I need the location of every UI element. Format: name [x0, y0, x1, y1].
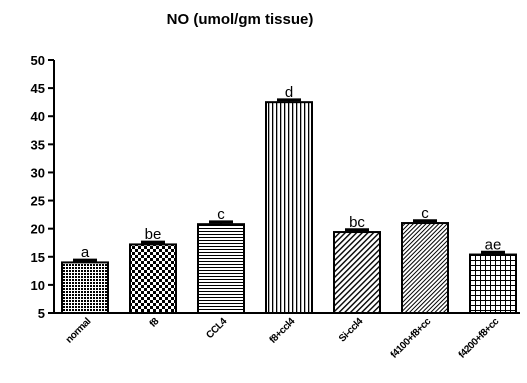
bar-ccl4: [197, 223, 245, 314]
y-tick-label: 25: [31, 194, 45, 209]
significance-letter: c: [217, 206, 225, 223]
x-tick-label: normal: [64, 316, 94, 346]
significance-letter: d: [285, 84, 293, 101]
significance-letter: c: [421, 205, 429, 222]
y-tick-label: 30: [31, 165, 45, 180]
x-tick-label: f8+ccl4: [268, 316, 298, 346]
y-tick-label: 45: [31, 81, 45, 96]
x-tick-label: f4100+f8+cc: [389, 316, 434, 361]
significance-letter: be: [145, 226, 162, 243]
y-tick-label: 35: [31, 137, 45, 152]
x-tick-label: Si-ccl4: [337, 316, 366, 345]
y-tick-label: 50: [31, 53, 45, 68]
bar-normal: [61, 261, 109, 314]
y-tick-label: 15: [31, 250, 45, 265]
chart-title: NO (umol/gm tissue): [167, 11, 314, 28]
bar-si-ccl4: [333, 231, 381, 314]
x-tick-label: f4200+f8+cc: [457, 316, 502, 361]
y-tick-label: 5: [38, 306, 45, 321]
x-tick-label: CCL4: [204, 316, 229, 341]
significance-letter: a: [81, 244, 90, 261]
y-tick-label: 20: [31, 222, 45, 237]
bar-f8-ccl4: [265, 101, 313, 314]
bar-f8: [129, 243, 177, 314]
significance-letter: bc: [349, 214, 365, 231]
significance-letter: ae: [485, 236, 502, 253]
y-tick-label: 10: [31, 278, 45, 293]
y-tick-label: 40: [31, 109, 45, 124]
bar-f4200-f8-cc: [469, 253, 517, 314]
bar-f4100-f8-cc: [401, 222, 449, 315]
x-tick-label: f8: [148, 316, 162, 330]
